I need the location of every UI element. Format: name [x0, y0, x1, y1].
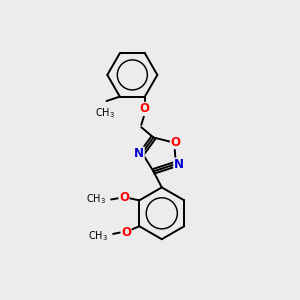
Text: O: O	[121, 226, 131, 239]
Text: O: O	[170, 136, 181, 148]
Text: O: O	[119, 191, 129, 205]
Text: N: N	[134, 147, 144, 160]
Text: CH$_3$: CH$_3$	[94, 106, 115, 120]
Text: CH$_3$: CH$_3$	[86, 193, 106, 206]
Text: CH$_3$: CH$_3$	[88, 230, 108, 244]
Text: N: N	[174, 158, 184, 171]
Text: O: O	[140, 103, 150, 116]
